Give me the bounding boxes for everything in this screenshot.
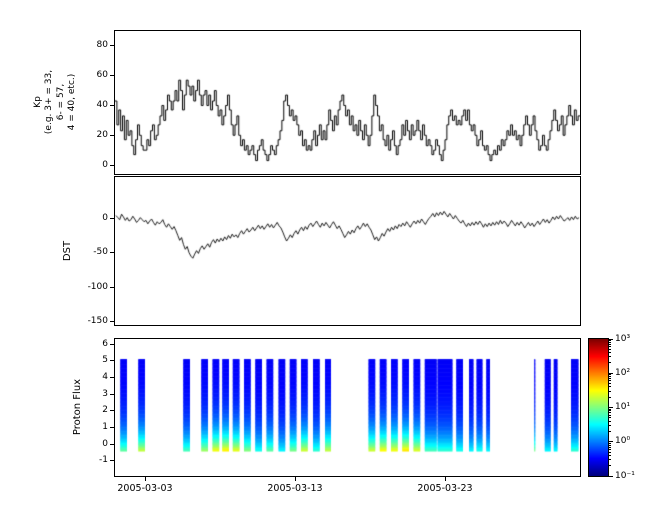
y-tick-label: 4	[102, 371, 108, 382]
tick-mark	[110, 460, 114, 462]
tick-mark	[110, 376, 114, 378]
kp-panel	[114, 30, 581, 175]
kp-plot-canvas	[115, 31, 580, 174]
proton-flux-heatmap-canvas	[115, 339, 580, 476]
dst-panel	[114, 176, 581, 326]
y-tick-label: 2	[102, 405, 108, 416]
minor-tick-mark	[609, 408, 611, 410]
x-tick-label: 2005-03-23	[417, 483, 473, 494]
y-tick-label: 0	[102, 438, 108, 449]
y-tick-label: 20	[96, 129, 108, 140]
tick-mark	[609, 475, 613, 477]
minor-tick-mark	[609, 459, 611, 461]
tick-mark	[110, 321, 114, 323]
tick-mark	[110, 343, 114, 345]
y-tick-label: -100	[87, 281, 108, 292]
y-tick-label: 6	[102, 338, 108, 349]
minor-tick-mark	[609, 362, 611, 364]
minor-tick-mark	[609, 446, 611, 448]
tick-mark	[110, 252, 114, 254]
minor-tick-mark	[609, 454, 611, 456]
tick-mark	[609, 372, 613, 374]
tick-mark	[609, 338, 613, 340]
tick-mark	[110, 286, 114, 288]
tick-mark	[110, 427, 114, 429]
minor-tick-mark	[609, 424, 611, 426]
tick-mark	[444, 477, 446, 481]
tick-mark	[609, 407, 613, 408]
colorbar-tick-label: 10³	[615, 333, 631, 344]
colorbar-canvas	[589, 339, 608, 476]
tick-mark	[294, 477, 296, 481]
minor-tick-mark	[609, 386, 611, 388]
minor-tick-mark	[609, 348, 611, 350]
tick-mark	[144, 477, 146, 481]
minor-tick-mark	[609, 430, 611, 432]
minor-tick-mark	[609, 341, 611, 343]
minor-tick-mark	[609, 390, 611, 392]
minor-tick-mark	[609, 356, 611, 358]
minor-tick-mark	[609, 420, 611, 422]
colorbar-tick-label: 10⁻¹	[615, 470, 635, 481]
tick-mark	[110, 104, 114, 106]
colorbar-tick-label: 10⁰	[615, 436, 631, 447]
minor-tick-mark	[609, 383, 611, 385]
y-tick-label: 0	[102, 159, 108, 170]
y-tick-label: -1	[99, 455, 108, 466]
colorbar-tick-label: 10¹	[615, 402, 631, 412]
x-tick-label: 2005-03-03	[117, 483, 173, 494]
y-tick-label: 0	[102, 212, 108, 223]
dst-plot-canvas	[115, 177, 580, 325]
proton-flux-panel	[114, 338, 581, 477]
tick-mark	[110, 393, 114, 395]
minor-tick-mark	[609, 380, 611, 382]
minor-tick-mark	[609, 352, 611, 354]
tick-mark	[110, 360, 114, 362]
tick-mark	[609, 441, 613, 443]
minor-tick-mark	[609, 410, 611, 412]
colorbar	[588, 338, 609, 477]
x-tick-label: 2005-03-13	[267, 483, 323, 494]
y-tick-label: -50	[93, 247, 108, 258]
tick-mark	[110, 443, 114, 445]
tick-mark	[110, 45, 114, 47]
y-tick-label: 80	[96, 40, 108, 51]
minor-tick-mark	[609, 444, 611, 446]
minor-tick-mark	[609, 378, 611, 380]
minor-tick-mark	[609, 448, 611, 450]
minor-tick-mark	[609, 465, 611, 467]
minor-tick-mark	[609, 374, 611, 376]
tick-mark	[110, 164, 114, 166]
tick-mark	[110, 217, 114, 219]
colorbar-tick-label: 10²	[615, 367, 631, 378]
minor-tick-mark	[609, 412, 611, 414]
minor-tick-mark	[609, 343, 611, 345]
minor-tick-mark	[609, 414, 611, 416]
tick-mark	[110, 75, 114, 77]
minor-tick-mark	[609, 346, 611, 348]
minor-tick-mark	[609, 396, 611, 398]
y-tick-label: 60	[96, 70, 108, 81]
minor-tick-mark	[609, 340, 611, 342]
y-tick-label: 3	[102, 388, 108, 399]
tick-mark	[110, 134, 114, 136]
y-tick-label: 40	[96, 99, 108, 110]
y-tick-label: 5	[102, 355, 108, 366]
minor-tick-mark	[609, 417, 611, 419]
tick-mark	[110, 410, 114, 412]
minor-tick-mark	[609, 451, 611, 453]
minor-tick-mark	[609, 442, 611, 444]
y-tick-label: -150	[87, 316, 108, 327]
y-tick-label: 1	[102, 422, 108, 433]
minor-tick-mark	[609, 376, 611, 378]
